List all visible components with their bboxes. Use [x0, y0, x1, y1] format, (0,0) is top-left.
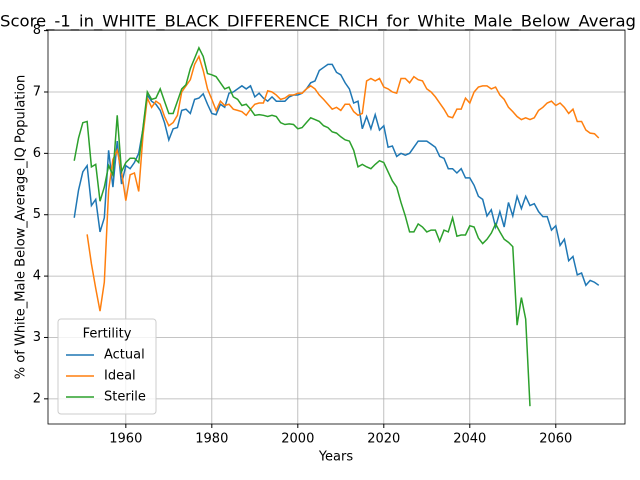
- plot-frame: [47, 29, 626, 425]
- legend-label: Actual: [104, 348, 145, 363]
- x-axis-label: Years: [318, 450, 354, 465]
- x-tick-label: 1980: [195, 432, 228, 447]
- legend-box: [57, 318, 157, 415]
- legend-title: Fertility: [83, 327, 132, 342]
- x-tick-label: 2040: [453, 432, 486, 447]
- x-tick-label: 1960: [109, 432, 142, 447]
- y-tick-label: 4: [33, 269, 41, 284]
- y-tick-label: 5: [33, 207, 41, 222]
- x-tick-label: 2020: [367, 432, 400, 447]
- y-tick-label: 3: [33, 330, 41, 345]
- y-tick-label: 7: [33, 84, 41, 99]
- legend-label: Sterile: [104, 390, 146, 405]
- legend-label: Ideal: [104, 369, 136, 384]
- line-series: [73, 45, 531, 407]
- line-series: [86, 54, 600, 312]
- x-tick-label: 2000: [281, 432, 314, 447]
- x-tick-label: 2060: [539, 432, 572, 447]
- y-axis-label: % of White_Male Below_Average_IQ Populat…: [14, 75, 29, 379]
- line-series: [73, 63, 600, 287]
- y-tick-label: 8: [33, 23, 41, 38]
- chart-title: Score_-1_in_WHITE_BLACK_DIFFERENCE_RICH_…: [0, 12, 636, 32]
- y-tick-label: 2: [33, 391, 41, 406]
- y-tick-label: 6: [33, 146, 41, 161]
